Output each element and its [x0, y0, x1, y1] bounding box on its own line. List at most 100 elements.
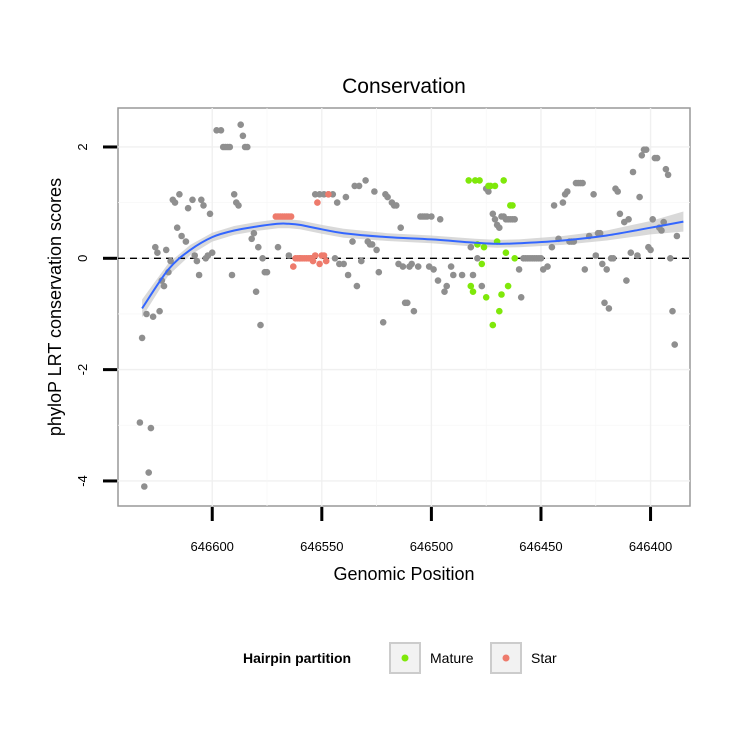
- point-other-188: [667, 254, 674, 262]
- point-other-41: [235, 202, 242, 209]
- point-other-20: [182, 238, 190, 245]
- point-other-95: [414, 263, 422, 270]
- point-other-117: [491, 216, 499, 223]
- point-star-23: [322, 257, 330, 265]
- legend-swatch-star: [502, 654, 510, 662]
- point-mature-1: [467, 282, 475, 290]
- point-other-24: [193, 257, 201, 265]
- point-other-116: [489, 210, 497, 218]
- y-axis: 2 0 -2 -4: [75, 143, 117, 487]
- point-other-101: [428, 213, 435, 220]
- smooth-line: [141, 220, 684, 309]
- legend-key-mature: [389, 642, 421, 674]
- legend-swatch-mature: [401, 654, 409, 662]
- point-other-51: [259, 254, 266, 262]
- legend-label-star: Star: [531, 650, 557, 666]
- point-star-24: [325, 191, 332, 198]
- point-other-126: [511, 216, 518, 223]
- point-other-158: [596, 229, 604, 237]
- point-other-169: [623, 277, 630, 284]
- x-tick-label-4: 646400: [629, 539, 672, 554]
- point-other-182: [653, 154, 661, 162]
- point-other-175: [638, 152, 646, 159]
- chart-title: Conservation: [342, 75, 466, 98]
- point-other-5: [138, 334, 146, 342]
- point-other-180: [649, 216, 656, 223]
- confidence-ribbon: [142, 211, 684, 318]
- point-other-17: [176, 191, 183, 198]
- point-other-89: [399, 263, 407, 270]
- point-other-78: [371, 188, 378, 195]
- point-other-159: [599, 260, 606, 268]
- point-other-9: [154, 249, 161, 256]
- point-other-21: [184, 204, 192, 212]
- point-other-3: [147, 424, 155, 432]
- x-tick-label-2: 646500: [410, 539, 453, 554]
- confidence-ribbon-layer: [142, 211, 684, 318]
- point-other-73: [358, 257, 365, 265]
- point-mature-0: [465, 177, 473, 184]
- point-other-11: [160, 282, 168, 290]
- grid-lines: [118, 108, 690, 506]
- point-other-139: [544, 263, 551, 270]
- legend-title: Hairpin partition: [243, 650, 351, 666]
- point-other-1: [141, 483, 148, 490]
- point-other-86: [393, 202, 400, 209]
- point-other-67: [342, 193, 350, 201]
- point-other-156: [592, 252, 600, 259]
- point-other-109: [458, 271, 466, 279]
- point-other-170: [625, 216, 632, 223]
- point-other-23: [191, 252, 198, 259]
- point-other-171: [627, 249, 635, 256]
- point-other-137: [537, 254, 545, 262]
- point-mature-5: [476, 177, 483, 184]
- x-tick-label-1: 646550: [300, 539, 343, 554]
- point-other-38: [228, 271, 236, 279]
- point-mature-16: [500, 177, 508, 184]
- point-mature-14: [496, 307, 503, 315]
- point-other-18: [173, 224, 181, 231]
- point-other-107: [447, 263, 455, 270]
- point-other-8: [152, 243, 159, 251]
- point-other-94: [410, 307, 418, 315]
- point-other-186: [662, 165, 670, 173]
- point-other-143: [559, 199, 567, 206]
- point-other-19: [178, 232, 185, 240]
- point-other-185: [660, 218, 667, 226]
- point-other-164: [610, 254, 617, 262]
- point-other-50: [257, 321, 264, 329]
- point-other-25: [195, 271, 203, 279]
- point-other-105: [441, 288, 448, 296]
- point-other-64: [333, 199, 341, 206]
- point-other-53: [263, 268, 271, 276]
- point-other-153: [581, 266, 589, 273]
- point-other-14: [162, 246, 170, 254]
- point-other-102: [430, 266, 437, 273]
- point-other-145: [564, 188, 571, 195]
- point-other-77: [368, 241, 376, 248]
- point-other-167: [616, 210, 624, 218]
- x-tick-label-0: 646600: [191, 539, 234, 554]
- point-other-187: [664, 171, 672, 179]
- point-star-7: [287, 213, 295, 220]
- point-other-111: [469, 271, 477, 279]
- point-other-54: [274, 243, 282, 251]
- point-other-63: [331, 254, 339, 262]
- point-other-69: [349, 238, 356, 245]
- point-other-13: [167, 257, 174, 265]
- point-mature-8: [482, 294, 490, 301]
- point-other-108: [450, 271, 457, 279]
- point-star-22: [320, 252, 328, 259]
- point-other-74: [362, 177, 369, 184]
- x-tick-label-3: 646450: [519, 539, 562, 554]
- point-other-55: [285, 252, 293, 259]
- point-mature-6: [478, 260, 486, 268]
- point-other-49: [254, 243, 262, 251]
- smooth-line-layer: [141, 220, 684, 309]
- point-star-19: [314, 199, 321, 206]
- point-other-33: [217, 127, 225, 134]
- point-mature-18: [504, 282, 512, 290]
- y-axis-title: phyloP LRT conservation scores: [45, 178, 65, 436]
- point-other-88: [397, 224, 405, 231]
- point-mature-11: [489, 321, 497, 329]
